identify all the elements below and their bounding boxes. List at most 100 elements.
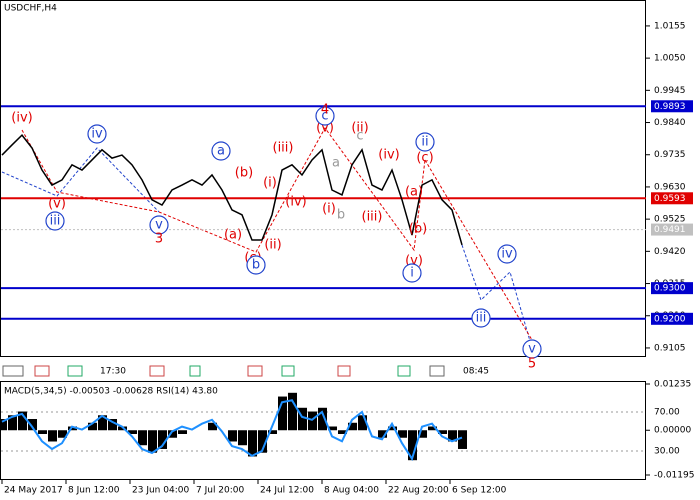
macd-bar bbox=[138, 430, 147, 446]
level-label: 0.9491 bbox=[654, 225, 686, 235]
macd-tick-label: 0.00000 bbox=[654, 426, 691, 436]
y-tick-label: 1.0050 bbox=[654, 54, 686, 64]
wave-label: (i) bbox=[322, 202, 336, 217]
y-tick-label: 0.9840 bbox=[654, 118, 686, 128]
macd-bar bbox=[148, 430, 157, 453]
wave-label: c bbox=[356, 129, 363, 144]
macd-bar bbox=[318, 407, 327, 431]
indicator-label: MACD(5,34,5) -0.00503 -0.00628 RSI(14) 4… bbox=[4, 387, 218, 397]
wave-circle bbox=[497, 244, 517, 264]
wave-label: (iii) bbox=[362, 210, 383, 225]
period-separators bbox=[2, 365, 445, 377]
wave-label: (iv) bbox=[378, 148, 399, 163]
wave-lines bbox=[1, 127, 533, 349]
wave-label: (v) bbox=[48, 197, 66, 212]
y-tick-label: 1.0155 bbox=[654, 21, 686, 31]
level-label: 0.9593 bbox=[654, 194, 686, 204]
macd-bar bbox=[0, 419, 7, 431]
wave-label: b bbox=[337, 208, 345, 223]
price-line bbox=[1, 133, 463, 246]
macd-bar bbox=[68, 426, 77, 431]
level-tag bbox=[651, 282, 693, 295]
wave-label: (iv) bbox=[285, 195, 306, 210]
macd-bar bbox=[28, 419, 37, 431]
y-tick-label: 0.9945 bbox=[654, 86, 686, 96]
macd-bar bbox=[258, 430, 267, 453]
wave-label: c bbox=[321, 109, 328, 124]
wave-label: (ii) bbox=[264, 238, 281, 253]
rsi-line bbox=[1, 399, 463, 462]
wave-label: (a) bbox=[224, 228, 242, 243]
macd-bar bbox=[288, 392, 297, 431]
wave-label: i bbox=[410, 266, 414, 281]
y-tick-label: 0.9105 bbox=[654, 343, 686, 353]
wave-label: (iv) bbox=[11, 111, 32, 126]
x-tick-label: 8 Jun 12:00 bbox=[68, 486, 120, 496]
macd-bar bbox=[448, 430, 457, 442]
wave-label: (b) bbox=[235, 166, 253, 181]
macd-bar bbox=[328, 426, 337, 431]
macd-bar bbox=[88, 422, 97, 431]
wave-circle bbox=[415, 132, 435, 152]
macd-bar bbox=[308, 411, 317, 431]
wave-label: (i) bbox=[263, 176, 277, 191]
wave-label: (ii) bbox=[351, 121, 368, 136]
macd-bar bbox=[128, 430, 137, 434]
wave-label: (c) bbox=[416, 151, 433, 166]
macd-bar bbox=[278, 396, 287, 431]
macd-bar bbox=[238, 430, 247, 446]
period-label: 08:45 bbox=[463, 367, 489, 377]
macd-bar bbox=[208, 422, 217, 431]
wave-label: 4 bbox=[321, 103, 329, 118]
macd-bar bbox=[38, 430, 47, 434]
chart-title: USDCHF,H4 bbox=[4, 4, 57, 14]
x-tick-label: 23 Jun 04:00 bbox=[132, 486, 189, 496]
macd-bar bbox=[48, 430, 57, 442]
macd-bar bbox=[438, 430, 447, 434]
y-tick-label: 0.9420 bbox=[654, 247, 686, 257]
x-tick-label: 24 Jul 12:00 bbox=[260, 486, 314, 496]
macd-bar bbox=[378, 430, 387, 438]
x-tick-label: 24 May 2017 bbox=[4, 486, 63, 496]
macd-tick-label: 0.01235 bbox=[654, 380, 691, 390]
wave-label: a bbox=[332, 156, 340, 171]
wave-label: iii bbox=[50, 214, 61, 229]
wave-circle bbox=[87, 124, 107, 144]
wave-circle bbox=[471, 308, 491, 328]
rsi-tick-label: 30.00 bbox=[654, 447, 680, 457]
macd-bar bbox=[418, 430, 427, 438]
level-tag bbox=[651, 223, 693, 236]
level-tag bbox=[651, 100, 693, 113]
x-tick-label: 22 Aug 20:00 bbox=[388, 486, 449, 496]
macd-bar bbox=[108, 419, 117, 431]
wave-label: 3 bbox=[155, 232, 163, 247]
macd-tick-label: -0.01195 bbox=[654, 471, 694, 481]
wave-circle bbox=[246, 255, 266, 275]
level-label: 0.9893 bbox=[654, 102, 686, 112]
wave-circle bbox=[211, 141, 231, 161]
macd-bar bbox=[358, 415, 367, 431]
macd-bar bbox=[178, 430, 187, 434]
price-panel bbox=[0, 0, 646, 357]
macd-bar bbox=[298, 407, 307, 431]
y-tick-label: 0.9630 bbox=[654, 182, 686, 192]
macd-bar bbox=[98, 415, 107, 431]
wave-circle bbox=[315, 106, 335, 126]
macd-bar bbox=[348, 422, 357, 431]
macd-bar bbox=[388, 426, 397, 431]
level-tag bbox=[651, 192, 693, 205]
macd-bar bbox=[428, 426, 437, 431]
wave-circle bbox=[402, 263, 422, 283]
wave-label: (a) bbox=[405, 185, 423, 200]
macd-bar bbox=[8, 415, 17, 431]
macd-bar bbox=[228, 430, 237, 442]
macd-bar bbox=[398, 430, 407, 438]
macd-bar bbox=[338, 430, 347, 434]
wave-label: 5 bbox=[528, 357, 536, 372]
level-label: 0.9200 bbox=[654, 314, 686, 324]
wave-circle bbox=[45, 211, 65, 231]
macd-bar bbox=[158, 430, 167, 449]
macd-bar bbox=[168, 430, 177, 438]
macd-bar bbox=[58, 430, 67, 438]
